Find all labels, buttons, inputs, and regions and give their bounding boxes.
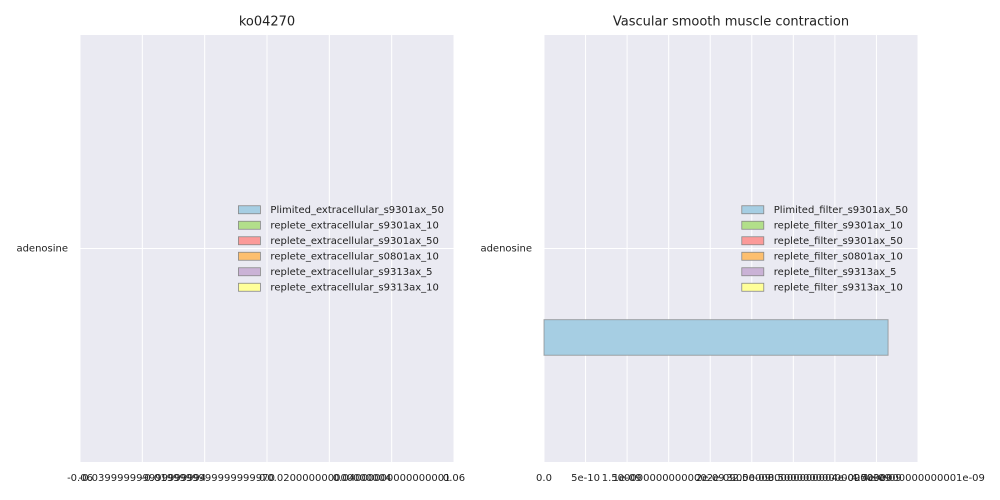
x-tick-label: 3.5000000000000003e-09 bbox=[768, 473, 902, 484]
legend-swatch bbox=[741, 236, 765, 246]
x-tick-label: 0.06 bbox=[443, 473, 465, 484]
legend-label: replete_extracellular_s9301ax_10 bbox=[270, 220, 438, 231]
x-tick-label: 1e-09 bbox=[613, 473, 642, 484]
legend-label: replete_filter_s9313ax_10 bbox=[774, 282, 903, 293]
legend-swatch bbox=[238, 282, 261, 292]
legend-label: Plimited_filter_s9301ax_50 bbox=[774, 205, 908, 216]
legend-label: Plimited_extracellular_s9301ax_50 bbox=[270, 205, 444, 216]
x-tick-label: 0.0 bbox=[536, 473, 552, 484]
x-tick-label: 2.5e-09 bbox=[733, 473, 771, 484]
x-tick-label: 0.020000000000000004 bbox=[267, 473, 391, 484]
legend-swatch bbox=[741, 205, 765, 215]
x-tick-label: 4e-09 bbox=[862, 473, 891, 484]
y-tick-label: adenosine bbox=[480, 244, 532, 255]
legend-swatch bbox=[238, 267, 261, 277]
legend-swatch bbox=[238, 220, 261, 230]
x-tick-label: 5e-10 bbox=[571, 473, 600, 484]
x-tick-label: 2e-09 bbox=[696, 473, 725, 484]
legend-swatch bbox=[238, 251, 261, 261]
legend-swatch bbox=[741, 282, 765, 292]
chart-title: Vascular smooth muscle contraction bbox=[613, 15, 849, 30]
legend-label: replete_extracellular_s9301ax_50 bbox=[270, 236, 438, 247]
x-tick-label: 0.0 bbox=[259, 473, 275, 484]
y-tick-label: adenosine bbox=[16, 244, 68, 255]
chart-title: ko04270 bbox=[239, 15, 295, 30]
legend-label: replete_extracellular_s9313ax_10 bbox=[270, 282, 438, 293]
legend-label: replete_filter_s9301ax_10 bbox=[774, 220, 903, 231]
legend-swatch bbox=[238, 236, 261, 246]
legend-swatch bbox=[741, 267, 765, 277]
x-tick-label: 4.5000000000000001e-09 bbox=[851, 473, 985, 484]
x-tick-label: 0.04000000000000001 bbox=[333, 473, 451, 484]
bar bbox=[543, 319, 889, 356]
legend: Plimited_filter_s9301ax_50 replete_filter… bbox=[741, 205, 908, 293]
legend-label: replete_extracellular_s9313ax_5 bbox=[270, 267, 432, 278]
legend-label: replete_extracellular_s0801ax_10 bbox=[270, 251, 438, 262]
legend-label: replete_filter_s9301ax_50 bbox=[774, 236, 903, 247]
legend-swatch bbox=[238, 205, 261, 215]
legend-swatch bbox=[741, 220, 765, 230]
legend: Plimited_extracellular_s9301ax_50replete… bbox=[238, 205, 444, 293]
x-tick-label: -0.039999999999999994 bbox=[78, 473, 206, 484]
x-tick-label: -0.06 bbox=[67, 473, 93, 484]
legend-label: replete_filter_s9313ax_5 bbox=[774, 267, 897, 278]
legend-swatch bbox=[741, 251, 765, 261]
legend-label: replete_filter_s0801ax_10 bbox=[774, 251, 903, 262]
x-tick-label: 1.5000000000000002e-09 bbox=[602, 473, 736, 484]
x-tick-label: 3.0000000000000004e-09 bbox=[726, 473, 860, 484]
x-tick-label: -0.019999999999999997 bbox=[141, 473, 269, 484]
